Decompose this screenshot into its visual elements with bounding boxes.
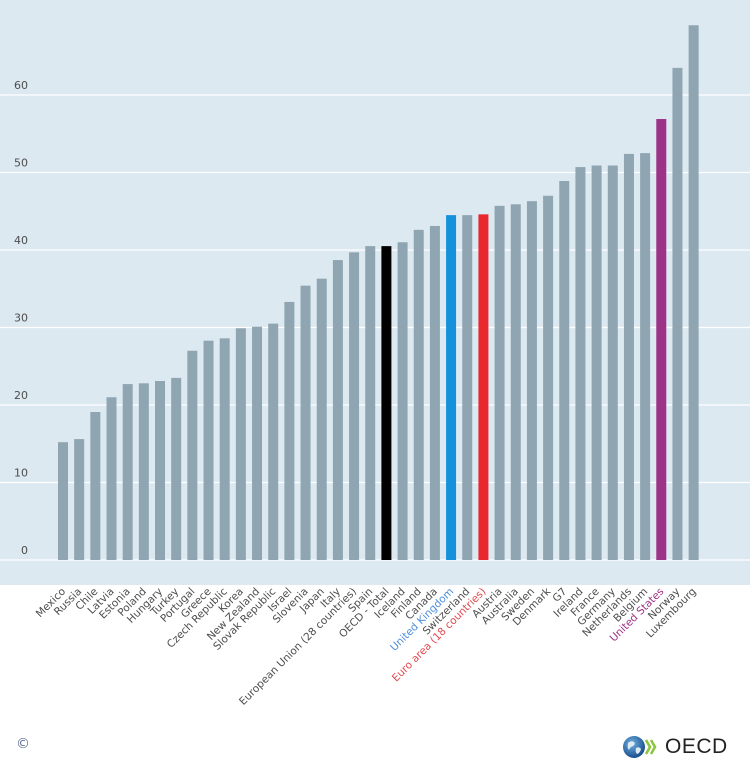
bar-chart: 0 10 20 30 40 50 60 <box>0 0 750 585</box>
bar-denmark[interactable] <box>543 195 554 560</box>
bar-luxembourg[interactable] <box>688 25 699 560</box>
y-tick-label: 60 <box>14 79 28 92</box>
bar-italy[interactable] <box>332 260 343 560</box>
bar-united-states[interactable] <box>656 119 667 561</box>
y-tick-label: 0 <box>21 544 28 557</box>
bar-mexico[interactable] <box>58 442 68 560</box>
y-tick-label: 50 <box>14 157 28 170</box>
y-tick-label: 40 <box>14 234 28 247</box>
bar-portugal[interactable] <box>187 350 198 560</box>
globe-icon <box>623 736 657 758</box>
bar-switzerland[interactable] <box>462 215 473 560</box>
bar-japan[interactable] <box>316 278 327 560</box>
bar-turkey[interactable] <box>171 377 182 560</box>
bar-estonia[interactable] <box>122 384 133 560</box>
bar-israel[interactable] <box>284 301 295 560</box>
bar-poland[interactable] <box>138 383 149 560</box>
bar-greece[interactable] <box>203 340 214 560</box>
bar-slovenia[interactable] <box>300 285 311 560</box>
bar-united-kingdom[interactable] <box>446 215 457 560</box>
bars <box>58 25 699 561</box>
bar-oecd-total[interactable] <box>381 246 392 560</box>
bar-chile[interactable] <box>90 411 101 560</box>
bar-g7[interactable] <box>559 181 570 560</box>
bar-sweden[interactable] <box>526 201 537 561</box>
bar-australia[interactable] <box>510 204 521 560</box>
bar-norway[interactable] <box>672 67 683 560</box>
bar-latvia[interactable] <box>106 397 117 560</box>
bar-finland[interactable] <box>413 229 424 560</box>
bar-euro-area-18-countries[interactable] <box>478 214 489 560</box>
bar-france[interactable] <box>591 165 602 560</box>
bar-netherlands[interactable] <box>623 153 634 560</box>
bar-hungary[interactable] <box>155 380 166 560</box>
x-tick-label: Euro area (18 countries) <box>390 586 489 685</box>
bar-new-zealand[interactable] <box>252 326 263 560</box>
bar-germany[interactable] <box>607 165 618 560</box>
bar-belgium[interactable] <box>640 153 651 560</box>
bar-canada[interactable] <box>429 225 440 560</box>
bar-ireland[interactable] <box>575 167 586 560</box>
y-tick-label: 10 <box>14 467 28 480</box>
oecd-logo[interactable]: OECD <box>622 733 728 761</box>
bar-russia[interactable] <box>74 439 85 560</box>
y-axis-labels: 0 10 20 30 40 50 60 <box>14 79 28 557</box>
bar-korea[interactable] <box>235 328 246 560</box>
bar-czech-republic[interactable] <box>219 338 230 560</box>
copyright-icon[interactable]: © <box>16 736 30 752</box>
y-tick-label: 20 <box>14 389 28 402</box>
logo-text: OECD <box>665 735 728 758</box>
bar-european-union-28-countries[interactable] <box>349 252 360 560</box>
bar-spain[interactable] <box>365 246 376 560</box>
bar-austria[interactable] <box>494 205 505 560</box>
y-tick-label: 30 <box>14 312 28 325</box>
bar-iceland[interactable] <box>397 242 408 560</box>
x-tick-label: European Union (28 countries) <box>237 586 359 708</box>
bar-slovak-republic[interactable] <box>268 323 279 560</box>
